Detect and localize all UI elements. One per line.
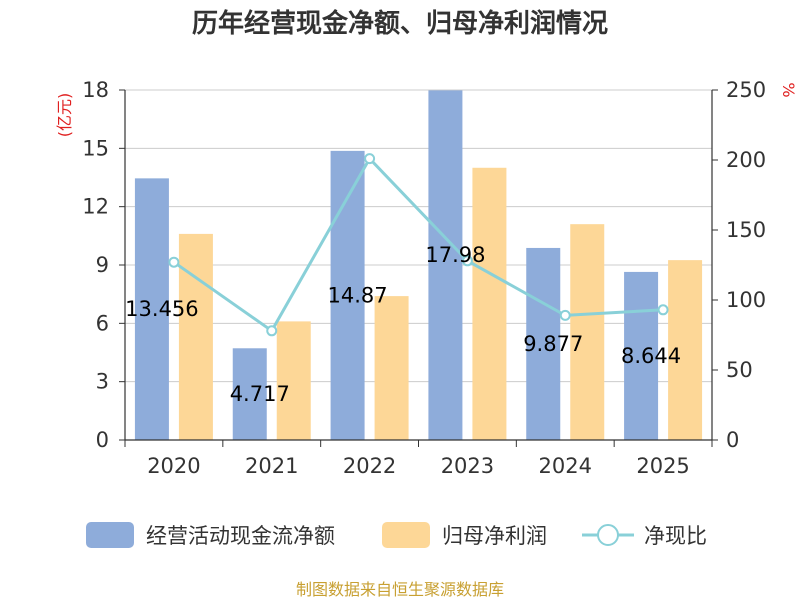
legend-swatch-cash [86, 522, 134, 548]
axes: 0 3 6 9 12 15 18 0 50 100 150 200 250 2020 2021 2022 202… [82, 78, 766, 478]
bar-cash-flow [624, 271, 659, 440]
y-left-tick-label: 18 [82, 78, 109, 102]
bar-net-profit [178, 233, 213, 440]
grid [125, 89, 712, 383]
ratio-point [657, 304, 669, 316]
legend-label-profit: 归母净利润 [442, 524, 547, 548]
x-tick-label: 2021 [245, 454, 298, 478]
ratio-polyline [173, 156, 664, 333]
y-left-label: (亿元) [55, 93, 74, 138]
legend-label-cash: 经营活动现金流净额 [146, 524, 335, 548]
legend-swatch-profit [382, 522, 430, 548]
y-right-tick-label: 50 [726, 358, 753, 382]
y-right-tick-label: 250 [726, 78, 766, 102]
data-label-cash: 13.456 [125, 297, 198, 321]
bar-cash-flow [134, 178, 169, 440]
y-left-tick-label: 6 [96, 311, 109, 335]
bar-cash-flow [526, 247, 561, 440]
bar-net-profit [374, 296, 409, 440]
y-right-label: % [779, 82, 798, 97]
y-left-tick-label: 9 [96, 253, 109, 277]
data-labels: 13.456 4.717 14.87 17.98 9.877 8.644 [125, 243, 681, 406]
y-right-tick-label: 200 [726, 148, 766, 172]
bars [134, 90, 703, 440]
legend-marker-ratio [597, 524, 619, 546]
bar-net-profit [276, 321, 311, 440]
x-tick-label: 2022 [343, 454, 396, 478]
x-tick-label: 2024 [539, 454, 592, 478]
x-tick-label: 2023 [441, 454, 494, 478]
bar-cash-flow [232, 348, 267, 440]
data-label-cash: 4.717 [230, 382, 290, 406]
data-label-cash: 8.644 [621, 344, 681, 368]
y-left-tick-label: 3 [96, 370, 109, 394]
y-left-tick-label: 12 [82, 195, 109, 219]
source-note: 制图数据来自恒生聚源数据库 [296, 580, 504, 599]
bar-net-profit [472, 167, 507, 440]
ratio-point [168, 256, 180, 268]
y-right-tick-label: 0 [726, 428, 739, 452]
bar-cash-flow [428, 90, 463, 440]
bar-net-profit [668, 260, 703, 440]
data-label-cash: 9.877 [523, 332, 583, 356]
y-right-tick-label: 100 [726, 288, 766, 312]
ratio-line [168, 153, 669, 337]
ratio-point [559, 309, 571, 321]
ratio-point [266, 325, 278, 337]
y-left-tick-label: 0 [96, 428, 109, 452]
bar-net-profit [570, 224, 605, 440]
ratio-point [364, 153, 376, 165]
x-tick-label: 2025 [636, 454, 689, 478]
y-right-tick-label: 150 [726, 218, 766, 242]
legend-label-ratio: 净现比 [644, 524, 707, 548]
data-label-cash: 14.87 [328, 283, 388, 307]
chart-title: 历年经营现金净额、归母净利润情况 [192, 8, 608, 39]
y-left-tick-label: 15 [82, 136, 109, 160]
legend: 经营活动现金流净额 归母净利润 净现比 [86, 522, 707, 548]
x-tick-label: 2020 [147, 454, 200, 478]
ratio-point [461, 255, 473, 267]
data-label-cash: 17.98 [425, 243, 485, 267]
